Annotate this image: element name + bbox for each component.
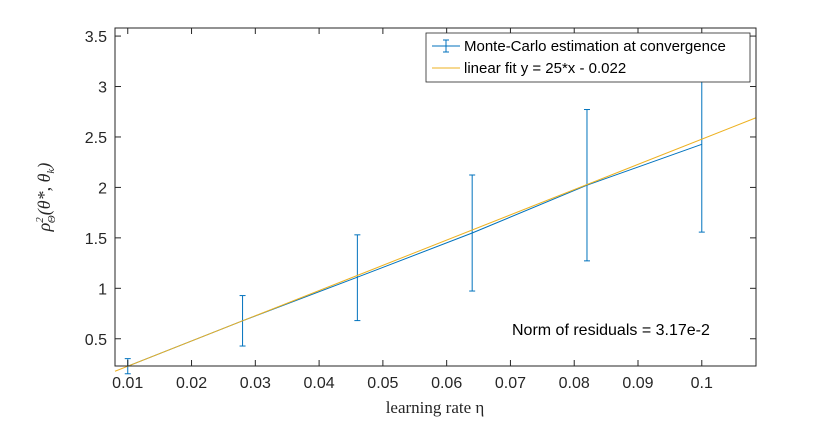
- y-label-sup: 2: [34, 217, 46, 223]
- x-tick-label: 0.03: [240, 375, 271, 392]
- x-tick-label: 0.05: [367, 375, 398, 392]
- legend: Monte-Carlo estimation at convergence li…: [425, 32, 751, 83]
- y-label-sub: Θ: [46, 215, 58, 223]
- y-tick-label: 0.5: [85, 332, 107, 349]
- legend-label-series-2: linear fit y = 25*x - 0.022: [464, 60, 626, 77]
- series-layer: [114, 56, 757, 375]
- x-tick-label: 0.1: [691, 375, 713, 392]
- y-tick-label: 3.5: [85, 29, 107, 46]
- x-tick-label: 0.04: [304, 375, 335, 392]
- plot-area: [115, 28, 756, 366]
- y-tick-label: 1.5: [85, 231, 107, 248]
- legend-box: [425, 32, 751, 83]
- x-tick-label: 0.08: [559, 375, 590, 392]
- x-tick-label: 0.01: [112, 375, 143, 392]
- x-tick-label: 0.09: [622, 375, 653, 392]
- y-tick-label: 2: [98, 180, 107, 197]
- y-axis-label: ρ2Θ(θ*, θk): [34, 163, 58, 233]
- y-tick-label: 3: [98, 80, 107, 97]
- axes-box: [114, 27, 757, 367]
- y-label-rho: ρ: [34, 222, 54, 232]
- x-axis-label: learning rate η: [386, 398, 485, 417]
- x-tick-label: 0.02: [176, 375, 207, 392]
- legend-label-series-1: Monte-Carlo estimation at convergence: [464, 38, 726, 55]
- y-label-args: (θ*, θ: [34, 173, 55, 215]
- y-label-close: ): [34, 163, 55, 170]
- linear-fit-line: [114, 117, 757, 372]
- x-tick-label: 0.06: [431, 375, 462, 392]
- y-tick-label: 1: [98, 281, 107, 298]
- tick-layer: 0.01 0.02 0.03 0.04 0.05 0.06 0.07 0.08 0.09 0.1 0…: [85, 28, 756, 392]
- legend-errorbar-symbol: [432, 39, 460, 53]
- y-tick-label: 2.5: [85, 130, 107, 147]
- svg-text:ρ2Θ(θ*, θk): ρ2Θ(θ*, θk): [34, 163, 58, 233]
- x-tick-label: 0.07: [495, 375, 526, 392]
- y-label-k: k: [45, 168, 57, 174]
- residuals-annotation: Norm of residuals = 3.17e-2: [512, 322, 710, 339]
